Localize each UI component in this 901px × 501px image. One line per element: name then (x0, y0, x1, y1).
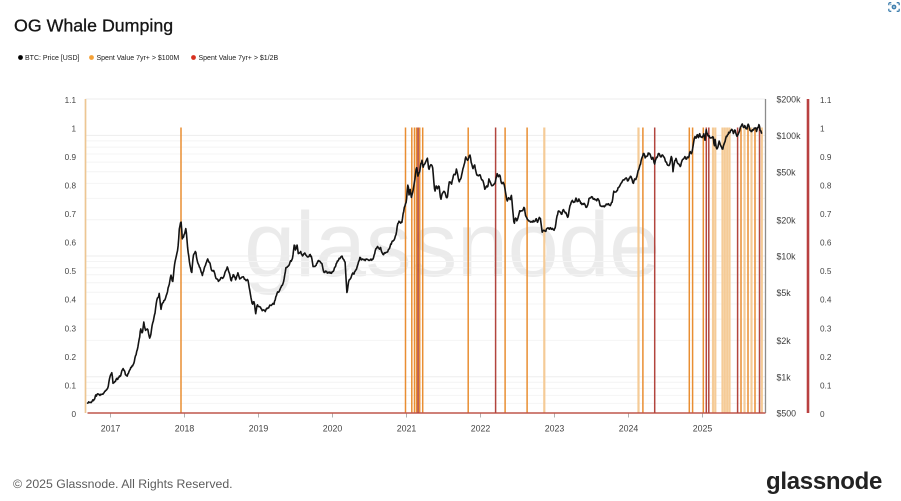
svg-text:$2k: $2k (777, 336, 792, 346)
svg-text:1.1: 1.1 (65, 96, 77, 105)
svg-text:2024: 2024 (619, 424, 639, 434)
svg-text:1: 1 (71, 124, 76, 133)
svg-text:2020: 2020 (323, 424, 343, 434)
svg-text:0.4: 0.4 (65, 296, 77, 305)
svg-text:0.8: 0.8 (65, 182, 77, 191)
svg-text:glassnode: glassnode (766, 468, 882, 495)
svg-text:0: 0 (71, 410, 76, 419)
svg-text:2025: 2025 (693, 424, 713, 434)
svg-text:2017: 2017 (101, 424, 121, 434)
svg-text:0: 0 (820, 410, 825, 419)
svg-text:BTC: Price [USD]: BTC: Price [USD] (25, 55, 80, 62)
svg-text:0.1: 0.1 (820, 381, 832, 390)
svg-text:$500: $500 (777, 409, 797, 419)
svg-text:$1k: $1k (777, 372, 792, 382)
svg-text:0.5: 0.5 (65, 267, 77, 276)
svg-text:2018: 2018 (175, 424, 195, 434)
svg-text:2021: 2021 (397, 424, 417, 434)
svg-text:2019: 2019 (249, 424, 269, 434)
svg-text:0.3: 0.3 (820, 324, 832, 333)
svg-text:0.3: 0.3 (65, 324, 77, 333)
svg-text:0.2: 0.2 (820, 353, 832, 362)
svg-text:0.6: 0.6 (65, 239, 77, 248)
svg-text:2023: 2023 (545, 424, 565, 434)
svg-text:$200k: $200k (777, 95, 802, 105)
svg-text:$5k: $5k (777, 288, 792, 298)
svg-text:0.9: 0.9 (820, 153, 832, 162)
svg-text:0.1: 0.1 (65, 381, 77, 390)
svg-text:0.7: 0.7 (820, 210, 832, 219)
svg-text:Spent Value 7yr+ > $100M: Spent Value 7yr+ > $100M (97, 55, 180, 62)
svg-text:2022: 2022 (471, 424, 491, 434)
svg-text:© 2025 Glassnode. All Rights R: © 2025 Glassnode. All Rights Reserved. (13, 477, 233, 491)
svg-text:1: 1 (820, 124, 825, 133)
svg-text:0.7: 0.7 (65, 210, 77, 219)
svg-text:0.6: 0.6 (820, 239, 832, 248)
svg-text:0.2: 0.2 (65, 353, 77, 362)
svg-text:$20k: $20k (777, 215, 797, 225)
svg-text:OG Whale Dumping: OG Whale Dumping (14, 16, 173, 36)
svg-text:Spent Value 7yr+ > $1/2B: Spent Value 7yr+ > $1/2B (199, 55, 279, 62)
svg-text:$100k: $100k (777, 131, 802, 141)
svg-text:0.8: 0.8 (820, 182, 832, 191)
svg-text:0.4: 0.4 (820, 296, 832, 305)
svg-text:0.5: 0.5 (820, 267, 832, 276)
svg-text:$50k: $50k (777, 167, 797, 177)
svg-text:glassnode: glassnode (244, 194, 660, 296)
svg-text:1.1: 1.1 (820, 96, 832, 105)
svg-text:0.9: 0.9 (65, 153, 77, 162)
svg-text:$10k: $10k (777, 252, 797, 262)
